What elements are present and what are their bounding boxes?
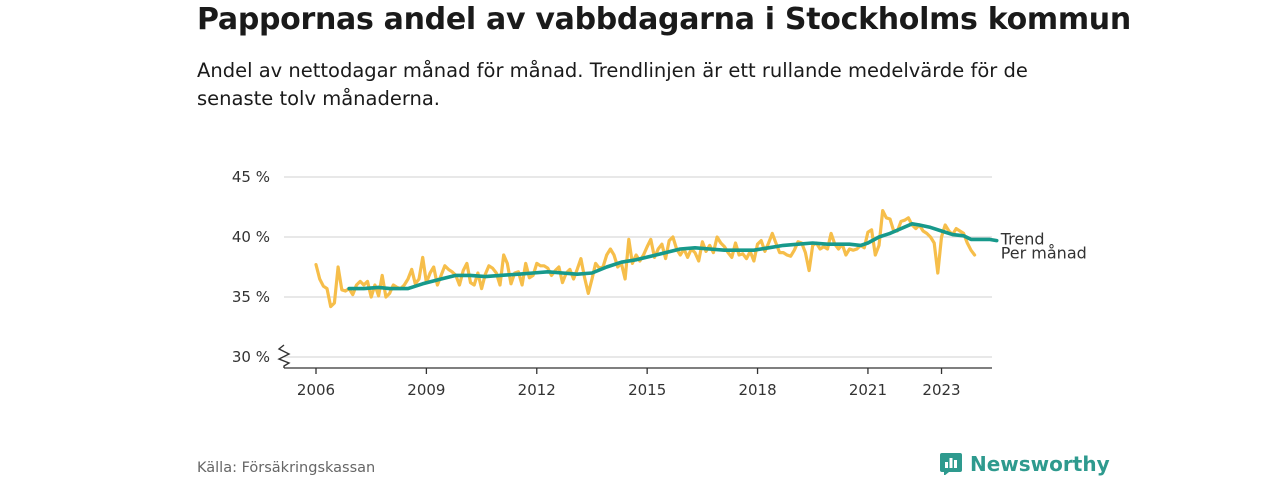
- brand-logo[interactable]: Newsworthy: [940, 452, 1110, 476]
- x-tick-label: 2012: [518, 381, 556, 399]
- x-tick-label: 2009: [407, 381, 445, 399]
- x-tick-label: 2018: [738, 381, 776, 399]
- chart-subtitle: Andel av nettodagar månad för månad. Tre…: [197, 59, 1028, 110]
- x-axis-ticks: 2006 2009 2012 2015 2018 2021 2023: [297, 368, 961, 399]
- x-tick-label: 2023: [922, 381, 960, 399]
- x-tick-label: 2021: [849, 381, 887, 399]
- y-tick-label: 35 %: [232, 288, 270, 306]
- y-axis-ticks: 30 % 35 % 40 % 45 %: [232, 168, 270, 366]
- source-note: Källa: Försäkringskassan: [197, 460, 376, 476]
- y-tick-label: 40 %: [232, 228, 270, 246]
- axis-break-icon: [277, 344, 291, 368]
- x-tick-label: 2006: [297, 381, 335, 399]
- newsworthy-logo-icon: [940, 453, 962, 475]
- series-label-per-manad: Per månad: [1001, 244, 1087, 263]
- y-tick-label: 30 %: [232, 348, 270, 366]
- x-tick-label: 2015: [628, 381, 666, 399]
- y-tick-label: 45 %: [232, 168, 270, 186]
- series-label-trend: Trend: [1000, 230, 1045, 249]
- chart-title: Pappornas andel av vabbdagarna i Stockho…: [197, 2, 1131, 37]
- series-line-trend: [347, 222, 999, 291]
- brand-name: Newsworthy: [970, 452, 1110, 476]
- grid-lines: [284, 176, 992, 358]
